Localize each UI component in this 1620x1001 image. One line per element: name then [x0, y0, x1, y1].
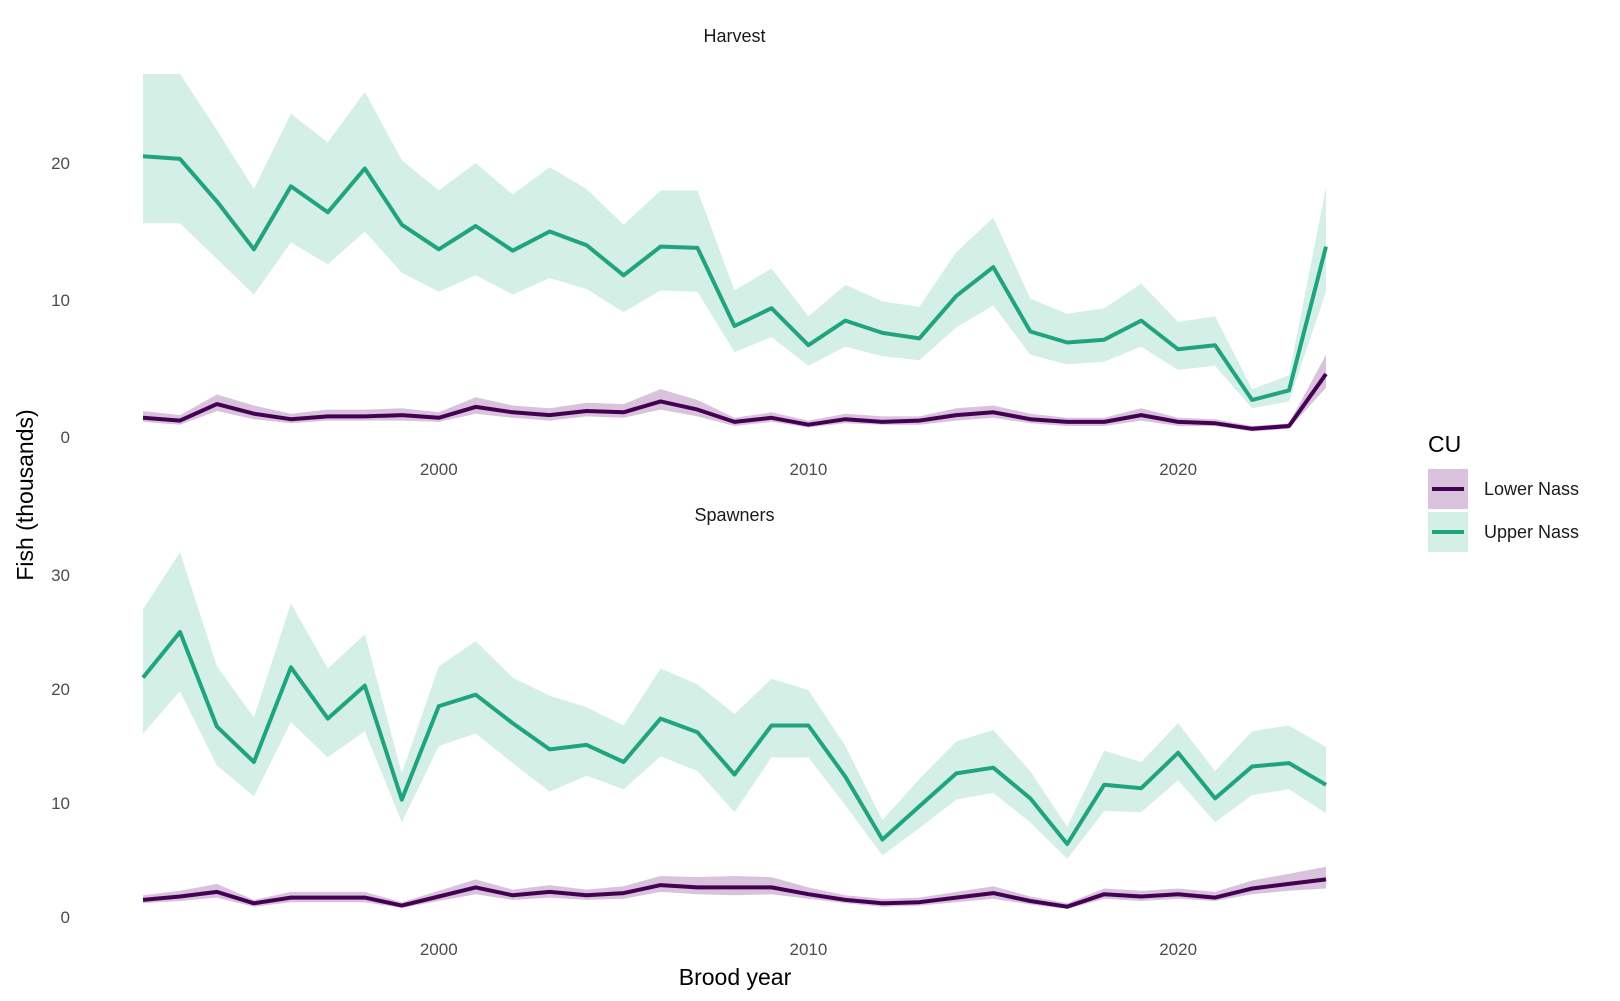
- spawners-y-tick-label: 10: [51, 794, 70, 813]
- harvest-y-tick-label: 20: [51, 154, 70, 173]
- harvest-panel-title: Harvest: [703, 26, 765, 46]
- spawners-y-tick-label: 0: [61, 908, 70, 927]
- spawners-panel: Spawners 0 10 20 30 2000 2010 2020: [51, 505, 1328, 959]
- spawners-x-tick-label: 2000: [420, 940, 458, 959]
- spawners-panel-title: Spawners: [694, 505, 774, 525]
- harvest-x-tick-label: 2010: [790, 460, 828, 479]
- harvest-lower-nass-interval-band: [143, 354, 1326, 432]
- spawners-x-tick-label: 2020: [1159, 940, 1197, 959]
- harvest-y-tick-label: 10: [51, 291, 70, 310]
- spawners-lower-nass-line: [142, 877, 1327, 909]
- harvest-x-tick-label: 2020: [1159, 460, 1197, 479]
- legend-title: CU: [1428, 431, 1461, 457]
- x-axis-title: Brood year: [679, 964, 792, 990]
- harvest-upper-nass-line: [142, 154, 1328, 402]
- harvest-y-tick-label: 0: [61, 428, 70, 447]
- spawners-y-tick-label: 20: [51, 680, 70, 699]
- harvest-lower-nass-line: [142, 372, 1328, 431]
- legend: CU Lower Nass Upper Nass: [1428, 431, 1579, 552]
- spawners-upper-nass-line: [141, 630, 1328, 846]
- harvest-panel: Harvest 0 10 20 2000 2010 2020: [51, 26, 1328, 479]
- legend-label-upper-nass: Upper Nass: [1484, 522, 1579, 542]
- harvest-x-tick-label: 2000: [420, 460, 458, 479]
- legend-entry-upper-nass: Upper Nass: [1428, 512, 1579, 552]
- harvest-upper-nass-interval-band: [143, 74, 1326, 409]
- legend-entry-lower-nass: Lower Nass: [1428, 469, 1579, 509]
- y-axis-title: Fish (thousands): [12, 409, 38, 580]
- spawners-y-tick-label: 30: [51, 566, 70, 585]
- legend-label-lower-nass: Lower Nass: [1484, 479, 1579, 499]
- spawners-x-tick-label: 2010: [790, 940, 828, 959]
- spawners-upper-nass-interval-band: [143, 552, 1326, 859]
